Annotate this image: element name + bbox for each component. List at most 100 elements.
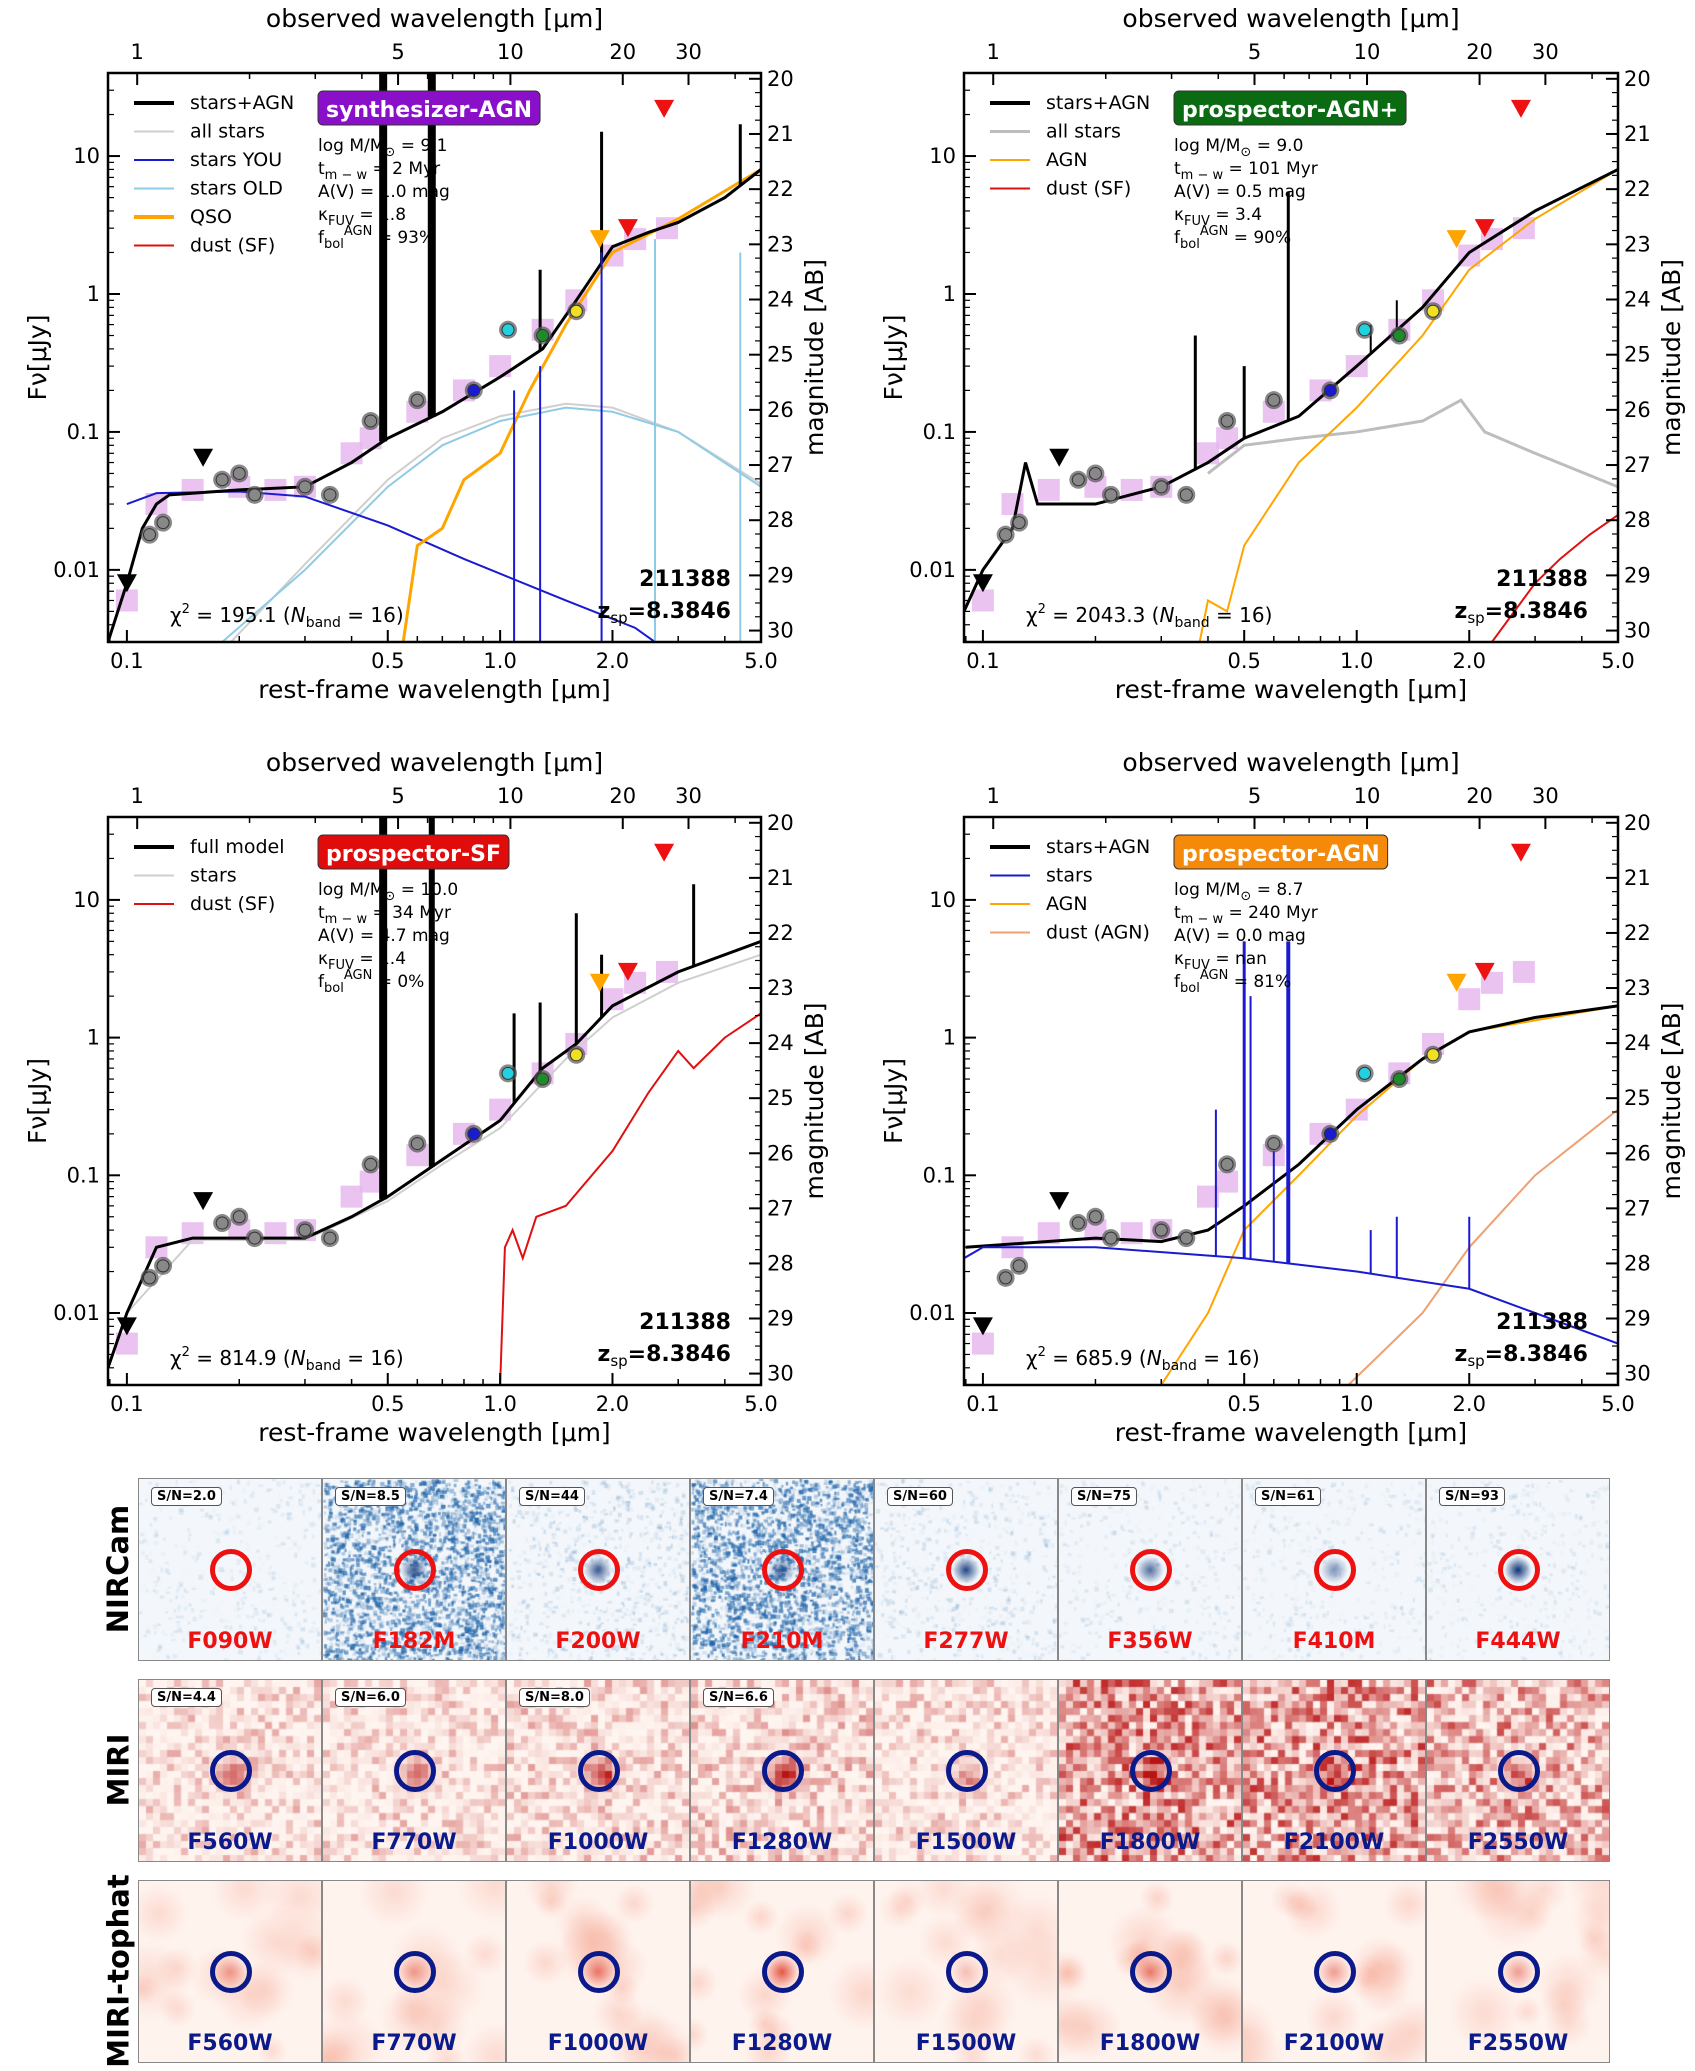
fit-parameter: tm − w = 240 Myr	[1174, 903, 1318, 927]
param-value: = 90%	[1228, 228, 1291, 248]
model-photometry-square	[489, 355, 512, 378]
cutout-nircam-F356W: F356W S/N=75	[1058, 1478, 1242, 1661]
model-photometry-square	[1084, 1219, 1107, 1242]
series-AGN	[1198, 168, 1618, 642]
upper-limit-triangle	[116, 574, 137, 593]
upper-limit-triangle	[1474, 962, 1495, 981]
snr-badge: S/N=6.0	[335, 1688, 406, 1707]
model-photometry-square	[1512, 960, 1535, 983]
spec-redshift: zsp=8.3846	[598, 599, 732, 627]
top-axis-label: observed wavelength [μm]	[266, 4, 603, 33]
fit-parameter: fbolAGN = 81%	[1174, 968, 1291, 996]
mag-tick-label: 20	[767, 811, 794, 835]
model-badge	[317, 90, 541, 126]
observed-photometry-point	[143, 1271, 157, 1285]
observed-photometry-point	[215, 473, 229, 487]
x-tick-label: 2.0	[1453, 649, 1486, 673]
axes-frame	[106, 71, 763, 644]
object-id: 211388	[639, 1310, 731, 1335]
mag-tick-label: 23	[767, 232, 794, 256]
cutout-row-label: NIRCam	[101, 1504, 136, 1634]
mag-tick-label: 29	[1624, 1307, 1651, 1331]
x-tick-label: 1.0	[1340, 1392, 1373, 1416]
observed-photometry-point	[1179, 1231, 1193, 1245]
upper-limit-triangle	[1446, 230, 1467, 249]
right-axis-label: magnitude [AB]	[800, 259, 829, 456]
param-value: = 1.8	[354, 205, 406, 225]
top-tick-label: 10	[1354, 784, 1381, 808]
param-value: = 10.0	[395, 880, 458, 900]
mag-tick-label: 25	[1624, 343, 1651, 367]
cutout-nircam-F182M: F182M S/N=8.5	[322, 1478, 506, 1661]
fit-parameter: A(V) = 0.5 mag	[1174, 182, 1306, 202]
mag-tick-label: 25	[767, 343, 794, 367]
x-tick-label: 5.0	[744, 1392, 777, 1416]
observed-photometry-point	[536, 329, 550, 343]
observed-photometry-point	[156, 516, 170, 530]
upper-limit-triangle	[589, 230, 610, 249]
param-subscript: ⊙	[1240, 145, 1251, 160]
mag-tick-label: 21	[1624, 122, 1651, 146]
observed-photometry-point	[1392, 1072, 1406, 1086]
model-badge	[317, 834, 510, 870]
top-tick-label: 1	[130, 40, 143, 64]
cutout-nircam-F277W: F277W S/N=60	[874, 1478, 1058, 1661]
x-tick-label: 1.0	[483, 649, 516, 673]
aperture-circle-icon	[762, 1951, 804, 1993]
series-stars-AGN	[964, 168, 1618, 613]
chi2-part: χ	[170, 603, 182, 627]
filter-label: F560W	[187, 2031, 273, 2056]
param-value: = 4.7 mag	[355, 926, 450, 946]
series-dust-SF-	[1491, 514, 1618, 642]
model-photometry-square	[340, 1185, 363, 1208]
chi2-part: band	[1174, 615, 1209, 631]
model-photometry-square	[359, 1170, 382, 1193]
plot-area	[964, 843, 1618, 1385]
param-superscript: AGN	[344, 968, 372, 983]
redshift-part: z	[1455, 599, 1468, 624]
mag-tick-label: 22	[767, 921, 794, 945]
series-all-stars	[230, 402, 761, 642]
legend-label: full model	[190, 836, 285, 858]
fit-parameter: κFUV = 3.4	[1174, 205, 1262, 229]
x-tick-label: 5.0	[1601, 649, 1634, 673]
param-symbol: A(V)	[1174, 182, 1211, 202]
aperture-circle-icon	[578, 1951, 620, 1993]
y-tick-label: 10	[73, 888, 100, 912]
observed-photometry-point	[999, 1271, 1013, 1285]
snr-badge: S/N=44	[519, 1487, 585, 1506]
mag-tick-label: 30	[767, 1362, 794, 1386]
observed-photometry-point	[501, 323, 515, 337]
legend-label: dust (SF)	[190, 893, 275, 915]
param-symbol: f	[318, 228, 325, 248]
filter-label: F2100W	[1283, 2031, 1385, 2056]
param-symbol: A(V)	[318, 926, 355, 946]
upper-limit-triangle	[193, 1192, 214, 1211]
legend-label: stars	[190, 865, 237, 887]
redshift-part: sp	[1467, 609, 1484, 627]
model-photometry-square	[1084, 475, 1107, 498]
series-all-stars	[1207, 398, 1618, 489]
aperture-circle-icon	[578, 1549, 620, 1591]
model-photometry-square	[264, 1222, 287, 1245]
cutout-miri-tophat-F1280W: F1280W	[690, 1880, 874, 2063]
param-symbol: A(V)	[1174, 926, 1211, 946]
x-tick-label: 5.0	[1601, 1392, 1634, 1416]
observed-photometry-point	[410, 393, 424, 407]
observed-photometry-point	[1358, 323, 1372, 337]
snr-badge: S/N=7.4	[703, 1487, 774, 1506]
chi2-part: χ	[170, 1346, 182, 1370]
aperture-circle-icon	[210, 1750, 252, 1792]
param-symbol: log M/M	[1174, 136, 1240, 156]
mag-tick-label: 20	[1624, 67, 1651, 91]
aperture-circle-icon	[210, 1549, 252, 1591]
filter-label: F2550W	[1467, 2031, 1569, 2056]
upper-limit-triangle	[654, 843, 675, 862]
cutout-nircam-F444W: F444W S/N=93	[1426, 1478, 1610, 1661]
filter-label: F356W	[1107, 1629, 1193, 1654]
observed-photometry-point	[298, 480, 312, 494]
bottom-axis-label: rest-frame wavelength [μm]	[1115, 675, 1467, 704]
top-tick-label: 5	[1248, 784, 1261, 808]
param-value: = 1.0 mag	[355, 182, 450, 202]
fit-parameter: log M/M⊙ = 10.0	[318, 880, 458, 904]
